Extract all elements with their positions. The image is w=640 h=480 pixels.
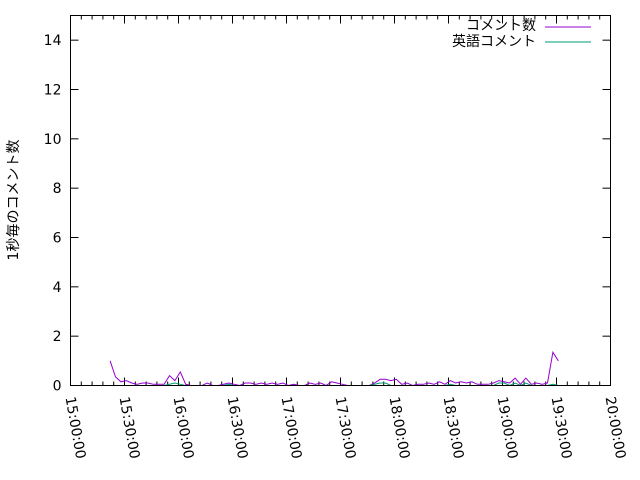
axis-ticks: 0 2 4 6 8 10 12 14 15:00:00 15:30:00 16:00:00 16:30…: [44, 15, 629, 460]
x-tick-label: 18:00:00: [386, 395, 413, 460]
y-tick-label: 8: [53, 181, 62, 197]
plot-border: [70, 15, 611, 386]
legend-label-1: 英語コメント: [452, 33, 536, 50]
x-tick-label: 20:00:00: [602, 395, 629, 460]
x-tick-label: 19:30:00: [548, 395, 575, 460]
x-tick-label: 15:00:00: [62, 395, 89, 460]
x-tick-label: 17:30:00: [332, 395, 359, 460]
y-tick-label: 10: [44, 132, 62, 148]
y-tick-label: 12: [44, 83, 62, 99]
x-tick-label: 18:30:00: [440, 395, 467, 460]
x-tick-label: 19:00:00: [494, 395, 521, 460]
y-axis-label: 1秒毎のコメント数: [6, 140, 22, 261]
x-tick-label: 17:00:00: [278, 395, 305, 460]
x-tick-label: 16:00:00: [170, 395, 197, 460]
y-tick-label: 2: [53, 329, 62, 345]
legend: コメント数 英語コメント: [452, 18, 591, 50]
series-lines: [109, 350, 559, 387]
y-tick-label: 14: [44, 33, 62, 49]
y-tick-label: 0: [53, 379, 62, 395]
series-line-0: [109, 350, 559, 387]
x-tick-label: 15:30:00: [116, 395, 143, 460]
y-tick-label: 4: [53, 280, 62, 296]
y-tick-label: 6: [53, 231, 62, 247]
x-tick-label: 16:30:00: [224, 395, 251, 460]
legend-label-0: コメント数: [466, 18, 536, 34]
